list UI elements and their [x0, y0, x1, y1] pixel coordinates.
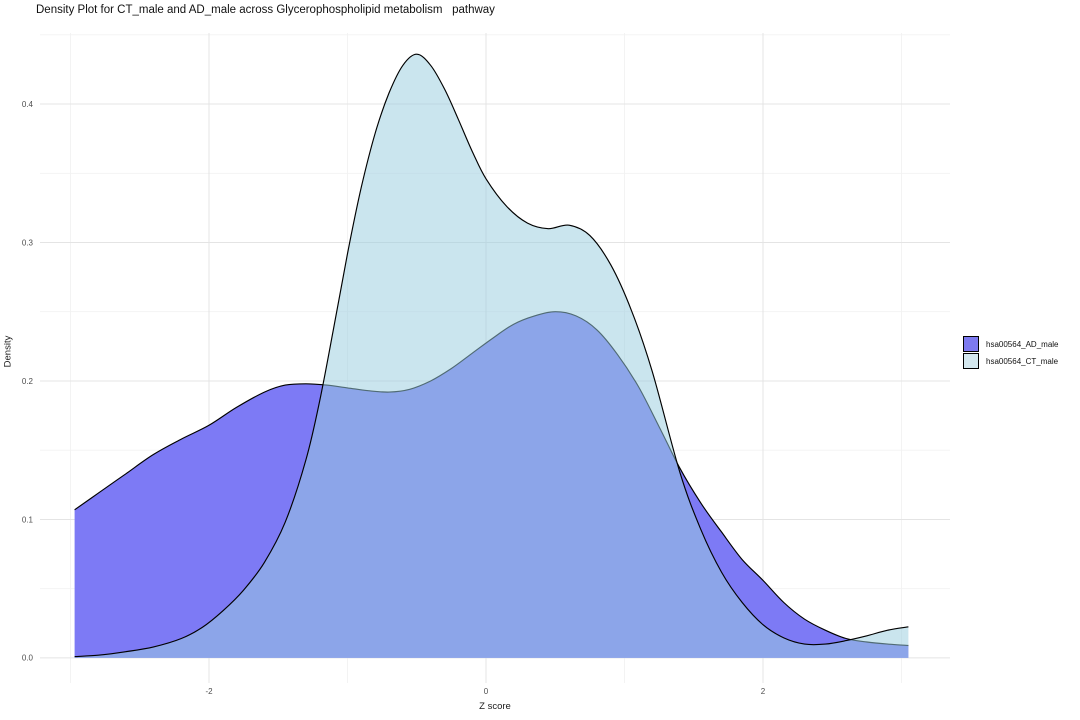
density-line-hsa00564_CT_male	[74, 53, 909, 658]
legend-label-ct-male: hsa00564_CT_male	[986, 356, 1059, 366]
y-tick-label: 0.0	[22, 654, 34, 663]
legend: hsa00564_AD_male hsa00564_CT_male	[963, 336, 1059, 370]
y-tick-label: 0.4	[22, 100, 34, 109]
x-tick-label: 2	[761, 687, 766, 696]
y-tick-label: 0.3	[22, 238, 34, 247]
legend-swatch-ad-male	[963, 336, 979, 352]
x-tick-label: 0	[484, 687, 489, 696]
y-tick-label: 0.2	[22, 377, 34, 386]
y-tick-label: 0.1	[22, 515, 34, 524]
legend-label-ad-male: hsa00564_AD_male	[986, 339, 1059, 349]
legend-item-ct-male: hsa00564_CT_male	[963, 353, 1059, 369]
plot-title: Density Plot for CT_male and AD_male acr…	[36, 4, 495, 16]
x-axis-title: Z score	[479, 701, 511, 712]
y-axis-title: Density	[2, 335, 14, 368]
density-area-hsa00564_CT_male	[74, 54, 909, 658]
legend-swatch-ct-male	[963, 353, 979, 369]
legend-item-ad-male: hsa00564_AD_male	[963, 336, 1059, 352]
x-tick-label: -2	[205, 687, 213, 696]
